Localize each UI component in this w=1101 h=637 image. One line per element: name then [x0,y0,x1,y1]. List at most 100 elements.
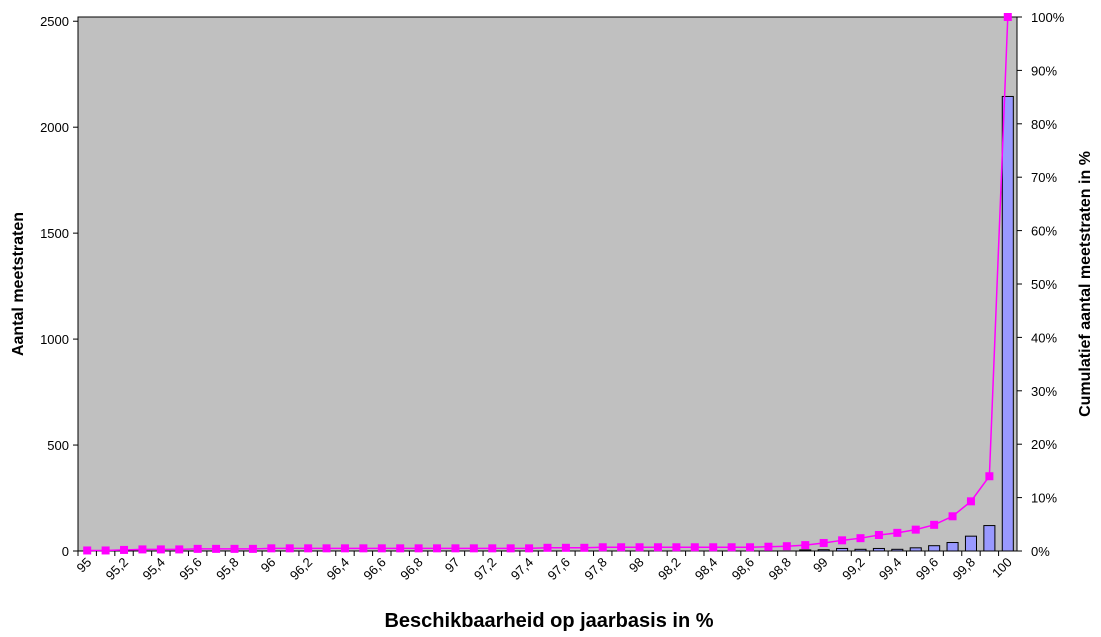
bar [836,547,849,552]
bar [854,548,867,552]
line-marker [709,543,718,552]
x-tick-label: 95 [73,555,94,576]
line-marker [248,544,257,553]
x-tick-label: 95,8 [213,555,242,584]
line-marker [120,545,129,554]
y-tick-label: 1500 [40,226,69,241]
line-marker [285,544,294,553]
bar [1001,95,1014,552]
y-axis-title: Aantal meetstraten [10,212,27,356]
line-marker [267,544,276,553]
line-marker [838,536,847,545]
line-marker [156,545,165,554]
line-marker [985,472,994,481]
line-marker [212,544,221,553]
y2-tick-label: 50% [1031,277,1057,292]
x-tick-label: 98 [626,555,647,576]
line-marker [322,544,331,553]
line-marker [727,543,736,552]
x-tick-label: 97,4 [508,555,537,584]
line-marker [340,544,349,553]
line-marker [764,542,773,551]
y-tick-label: 2500 [40,14,69,29]
y-tick-label: 0 [62,544,69,559]
x-tick-label: 99,2 [839,555,868,584]
line-marker [635,543,644,552]
y2-tick-label: 60% [1031,224,1057,239]
x-tick-label: 96,4 [324,555,353,584]
x-tick-label: 96 [258,555,279,576]
line-marker [304,544,313,553]
line-marker [451,544,460,553]
bar [946,542,959,552]
x-tick-label: 95,2 [103,555,132,584]
x-tick-label: 95,4 [139,555,168,584]
x-tick-label: 98,6 [729,555,758,584]
y-tick-label: 1000 [40,332,69,347]
x-tick-label: 98,4 [692,555,721,584]
line-marker [414,544,423,553]
line-marker [433,544,442,553]
x-tick-label: 99,4 [876,555,905,584]
x-tick-label: 96,6 [360,555,389,584]
line-marker [893,528,902,537]
x-tick-label: 97 [442,555,463,576]
x-tick-label: 96,2 [287,555,316,584]
line-marker [101,546,110,555]
line-marker [911,525,920,534]
line-marker [653,543,662,552]
bar [817,549,830,552]
line-marker [598,543,607,552]
line-marker [580,543,589,552]
line-marker [561,543,570,552]
line-marker [746,543,755,552]
y2-tick-label: 20% [1031,437,1057,452]
x-tick-label: 97,6 [545,555,574,584]
y2-tick-label: 10% [1031,491,1057,506]
line-marker [874,530,883,539]
y2-tick-label: 70% [1031,170,1057,185]
x-tick-label: 97,8 [581,555,610,584]
line-marker [948,512,957,521]
line-marker [469,544,478,553]
bar [928,545,941,552]
bar [872,547,885,552]
x-tick-label: 98,8 [765,555,794,584]
line-marker [138,545,147,554]
line-marker [819,538,828,547]
y2-tick-label: 0% [1031,544,1050,559]
bar [891,548,904,552]
line-marker [690,543,699,552]
line-marker [856,534,865,543]
line-marker [193,544,202,553]
line-marker [966,497,975,506]
line-marker [1003,13,1012,21]
line-marker [488,544,497,553]
x-tick-label: 99,8 [950,555,979,584]
line-marker [506,544,515,553]
y2-tick-label: 30% [1031,384,1057,399]
plot-area [77,16,1018,552]
line-marker [396,544,405,553]
x-tick-label: 95,6 [176,555,205,584]
x-tick-label: 99 [810,555,831,576]
line-marker [230,544,239,553]
x-tick-label: 98,2 [655,555,684,584]
line-marker [801,541,810,550]
line-marker [930,520,939,529]
y2-axis-title: Cumulatief aantal meetstraten in % [1077,151,1094,417]
line-marker [543,543,552,552]
y-tick-label: 500 [47,438,69,453]
y2-tick-label: 90% [1031,63,1057,78]
line-marker [83,546,92,555]
bar [983,525,996,552]
x-axis-title: Beschikbaarheid op jaarbasis in % [384,610,713,632]
x-tick-label: 99,6 [913,555,942,584]
line-marker [617,543,626,552]
y2-tick-label: 80% [1031,117,1057,132]
x-tick-label: 97,2 [471,555,500,584]
line-marker [359,544,368,553]
y-tick-label: 2000 [40,120,69,135]
x-tick-label: 96,8 [397,555,426,584]
